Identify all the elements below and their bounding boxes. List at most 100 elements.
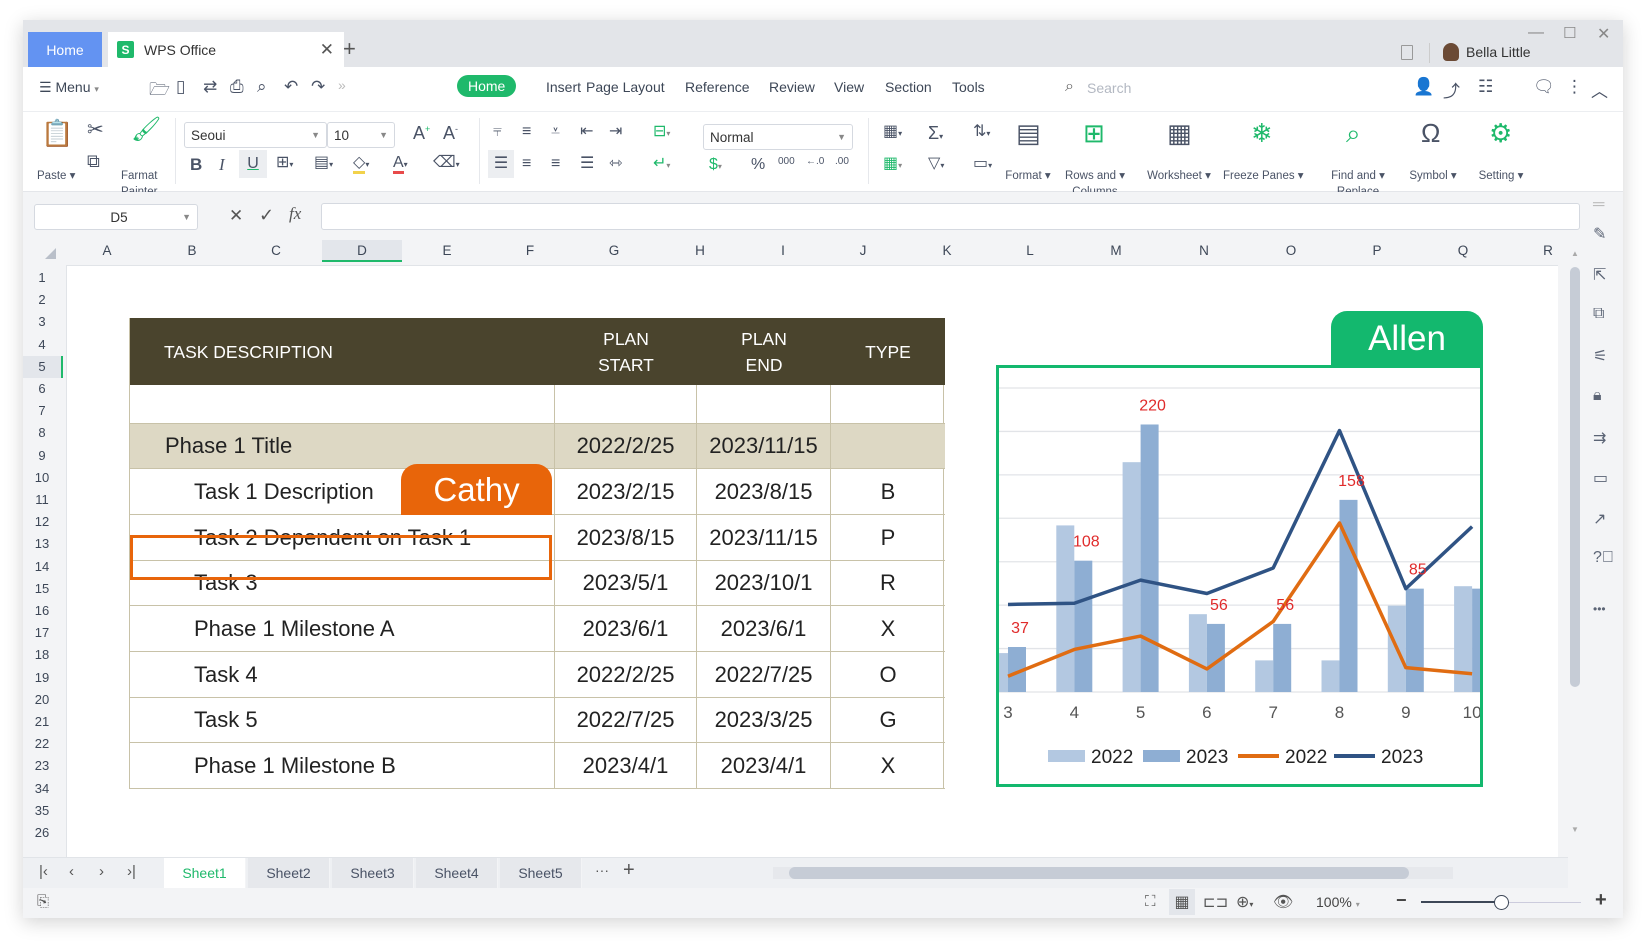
freeze-panes-icon[interactable]: ❄: [1251, 118, 1273, 148]
cancel-icon[interactable]: ✕: [229, 206, 244, 225]
row-header-14[interactable]: 14: [34, 558, 50, 574]
row-header-3[interactable]: 3: [38, 314, 46, 330]
formula-input[interactable]: [321, 203, 1580, 230]
column-header-F[interactable]: F: [525, 243, 535, 258]
table-cell[interactable]: 2023/4/1: [697, 743, 831, 788]
user-name[interactable]: Bella Little: [1466, 44, 1531, 60]
align-middle-icon[interactable]: ≡: [522, 123, 532, 140]
table-cell[interactable]: 2023/10/1: [697, 561, 831, 605]
justify-icon[interactable]: ☰: [580, 155, 595, 172]
column-header-M[interactable]: M: [1110, 243, 1122, 258]
first-sheet-icon[interactable]: |‹: [39, 863, 48, 880]
table-cell[interactable]: Task 3: [130, 561, 555, 605]
column-header-B[interactable]: B: [187, 243, 197, 258]
column-header-C[interactable]: C: [271, 243, 281, 258]
increase-font-icon[interactable]: A+: [413, 123, 431, 143]
select-all-corner[interactable]: [45, 248, 56, 259]
currency-icon[interactable]: $▾: [709, 156, 722, 173]
eye-protection-icon[interactable]: 👁︎: [1273, 894, 1294, 911]
row-header-5[interactable]: 5: [23, 355, 63, 378]
lock-icon[interactable]: 🔒︎: [1593, 387, 1602, 404]
row-header-34[interactable]: 34: [34, 780, 50, 796]
row-header-35[interactable]: 35: [34, 802, 50, 818]
row-header-18[interactable]: 18: [34, 647, 50, 663]
chart[interactable]: 3710822056561588583456789102022202320222…: [996, 365, 1483, 787]
column-header-P[interactable]: P: [1372, 243, 1382, 258]
sheet-tab-sheet5[interactable]: Sheet5: [500, 858, 582, 888]
row-header-9[interactable]: 9: [38, 447, 46, 463]
symbol-icon[interactable]: Ω: [1421, 118, 1441, 148]
increase-decimal-icon[interactable]: ←.0: [806, 156, 825, 167]
column-header-H[interactable]: H: [695, 243, 705, 258]
shapes-icon[interactable]: ⧉: [1593, 305, 1605, 322]
archive-icon[interactable]: ▭: [1593, 470, 1609, 487]
table-cell[interactable]: X: [880, 752, 896, 778]
sheet-tab-sheet2[interactable]: Sheet2: [248, 858, 330, 888]
symbol-button[interactable]: Symbol ▾: [1409, 170, 1457, 182]
column-header-E[interactable]: E: [442, 243, 452, 258]
sheet-tab-sheet1[interactable]: Sheet1: [164, 858, 246, 888]
share-user-icon[interactable]: 👤: [1413, 77, 1435, 96]
collaborate-icon[interactable]: ☷: [1478, 77, 1494, 96]
table-cell[interactable]: 2022/7/25: [697, 652, 831, 697]
table-cell[interactable]: 2023/3/25: [697, 698, 831, 742]
column-header-R[interactable]: R: [1543, 243, 1553, 258]
more-options-icon[interactable]: ⋮: [1566, 77, 1583, 96]
worksheet-icon[interactable]: ▦: [1167, 118, 1192, 148]
percent-icon[interactable]: %: [751, 156, 766, 173]
table-cell[interactable]: Task 4: [130, 652, 555, 697]
drag-handle-icon[interactable]: ═: [1593, 196, 1605, 213]
font-name-select[interactable]: Seoui ▼: [184, 122, 327, 148]
new-tab-button[interactable]: +: [343, 36, 356, 61]
table-cell[interactable]: Phase 1 Title: [130, 424, 555, 468]
format-icon[interactable]: ▤: [1016, 118, 1041, 148]
paste-icon[interactable]: 📋: [41, 118, 74, 148]
prev-sheet-icon[interactable]: ‹: [69, 863, 74, 880]
cell-style-icon[interactable]: ▤▾: [314, 154, 334, 171]
table-cell[interactable]: Phase 1 Milestone A: [130, 606, 555, 651]
function-icon[interactable]: fx: [289, 204, 302, 223]
reading-view-icon[interactable]: ⊕▾: [1236, 894, 1254, 911]
worksheet-button[interactable]: Worksheet ▾: [1147, 170, 1211, 182]
more-tools-icon[interactable]: •••: [1593, 602, 1606, 616]
table-cell[interactable]: Task 1 Description: [130, 469, 555, 514]
align-bottom-icon[interactable]: ⩡: [551, 123, 561, 140]
table-cell[interactable]: 2023/6/1: [555, 606, 697, 651]
add-sheet-button[interactable]: +: [623, 859, 635, 881]
table-cell[interactable]: [831, 385, 945, 423]
adjust-icon[interactable]: ⚟: [1593, 348, 1608, 365]
table-cell[interactable]: Phase 1 Milestone B: [130, 743, 555, 788]
setting-button[interactable]: Setting ▾: [1478, 170, 1524, 182]
table-cell[interactable]: 2022/2/25: [555, 424, 697, 468]
thousands-icon[interactable]: 000: [778, 156, 795, 167]
brush-icon[interactable]: ✎: [1593, 226, 1607, 243]
table-cell[interactable]: G: [879, 707, 897, 732]
align-right-icon[interactable]: ≡: [551, 155, 561, 172]
row-header-17[interactable]: 17: [34, 625, 50, 641]
row-header-7[interactable]: 7: [38, 403, 46, 419]
decrease-indent-icon[interactable]: ⇤: [580, 123, 594, 140]
open-icon[interactable]: 🗁: [149, 80, 171, 99]
row-header-21[interactable]: 21: [34, 714, 50, 729]
row-header-8[interactable]: 8: [38, 425, 46, 441]
column-header-I[interactable]: I: [781, 243, 785, 258]
sheet-tab-sheet4[interactable]: Sheet4: [416, 858, 498, 888]
column-header-J[interactable]: J: [859, 243, 867, 258]
font-color-icon[interactable]: A▾: [393, 154, 408, 174]
last-sheet-icon[interactable]: ›|: [127, 863, 136, 880]
row-header-11[interactable]: 11: [35, 492, 49, 507]
find-and-replace-icon[interactable]: ⌕: [1346, 118, 1361, 148]
redo-icon[interactable]: ↷: [311, 77, 326, 96]
vertical-scrollbar[interactable]: ▲ ▼: [1570, 249, 1580, 834]
distribute-icon[interactable]: ⇿: [609, 155, 623, 172]
undo-icon[interactable]: ↶: [284, 77, 299, 96]
home-tab[interactable]: Home: [28, 32, 102, 67]
zoom-in-button[interactable]: +: [1595, 889, 1607, 911]
row-header-1[interactable]: 1: [38, 270, 46, 285]
tab-home[interactable]: Home: [457, 75, 517, 97]
tab-section[interactable]: Section: [885, 79, 932, 95]
table-cell[interactable]: [555, 385, 697, 423]
maximize-icon[interactable]: ☐: [1563, 25, 1577, 42]
table-cell[interactable]: X: [880, 615, 896, 641]
zoom-out-button[interactable]: −: [1396, 890, 1407, 910]
